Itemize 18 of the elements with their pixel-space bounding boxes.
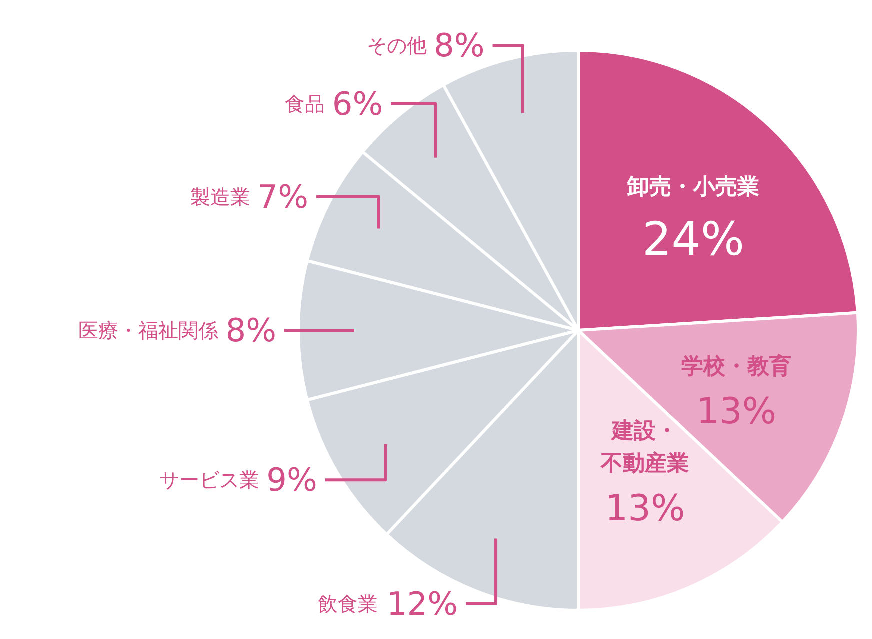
slice-label: 卸売・小売業 bbox=[626, 175, 760, 200]
slice-label: 製造業 bbox=[190, 185, 251, 210]
data-label: 8% bbox=[226, 312, 276, 350]
slice-label: 医療・福祉関係 bbox=[78, 318, 218, 342]
slice-label: その他 bbox=[366, 34, 427, 58]
data-label: 7% bbox=[258, 178, 309, 216]
slice-label: 学校・教育 bbox=[682, 353, 792, 380]
slice-label: 建設・不動産業 bbox=[600, 419, 690, 477]
data-label: 8% bbox=[434, 26, 485, 65]
data-label: 12% bbox=[386, 584, 458, 623]
data-label: 13% bbox=[605, 488, 686, 530]
data-label: 24% bbox=[642, 212, 745, 266]
data-label: 13% bbox=[696, 391, 777, 432]
slice-label: サービス業 bbox=[159, 468, 260, 492]
slice-label: 飲食業 bbox=[318, 592, 378, 616]
data-label: 6% bbox=[332, 84, 384, 123]
slice-label: 食品 bbox=[285, 92, 326, 116]
data-label: 9% bbox=[266, 461, 318, 500]
